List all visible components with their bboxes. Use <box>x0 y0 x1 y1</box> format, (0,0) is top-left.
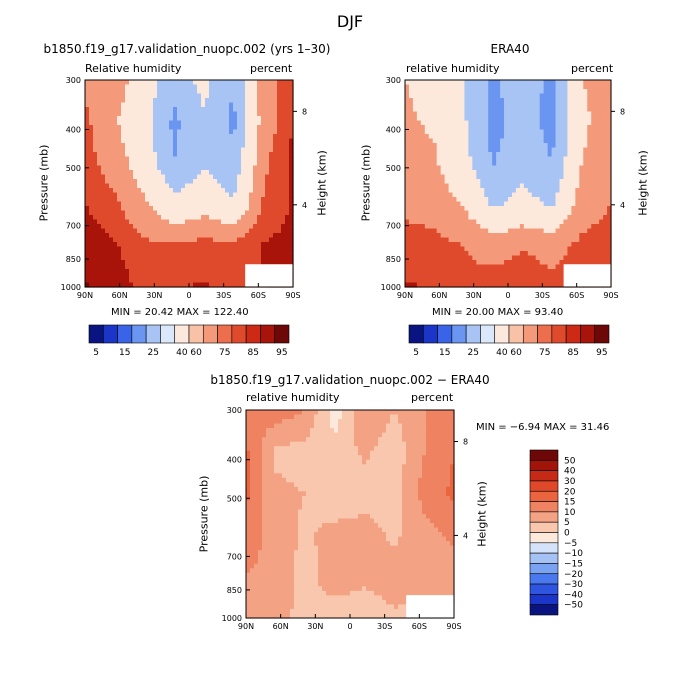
lat-tick-label-obs: 60N <box>431 291 447 300</box>
terrain-mask-obs <box>563 264 611 287</box>
p-tick-label-model: 300 <box>66 76 81 85</box>
lat-tick-label-diff: 30N <box>307 622 323 631</box>
lat-tick-label-model: 60S <box>251 291 266 300</box>
lat-tick-label-diff: 0 <box>347 622 352 631</box>
lat-tick-label-obs: 90N <box>397 291 413 300</box>
h-tick-label-model: 8 <box>302 107 307 116</box>
contour-field-diff <box>246 410 455 619</box>
p-tick-label-model: 700 <box>66 222 81 231</box>
p-tick-label-diff: 400 <box>227 456 242 465</box>
p-tick-label-model: 400 <box>66 125 81 134</box>
p-tick-label-diff: 1000 <box>222 614 242 623</box>
p-tick-label-diff: 700 <box>227 552 242 561</box>
contour-field-obs <box>405 80 612 288</box>
lat-tick-label-model: 30S <box>216 291 231 300</box>
panel-right-label-diff: percent <box>411 391 454 404</box>
panel-title-model: b1850.f19_g17.validation_nuopc.002 (yrs … <box>43 42 331 56</box>
lat-tick-label-obs: 30S <box>535 291 550 300</box>
lat-tick-label-model: 90N <box>77 291 93 300</box>
lat-tick-label-obs: 90S <box>603 291 618 300</box>
p-tick-label-obs: 400 <box>386 125 401 134</box>
min-max-diff: MIN = −6.94 MAX = 31.46 <box>476 422 610 433</box>
lat-tick-label-diff: 90S <box>446 622 461 631</box>
super-title: DJF <box>336 12 364 31</box>
p-tick-label-diff: 850 <box>227 586 242 595</box>
panel-title-diff: b1850.f19_g17.validation_nuopc.002 − ERA… <box>210 373 490 387</box>
lat-tick-label-diff: 60S <box>412 622 427 631</box>
panel-right-label-obs: percent <box>571 62 614 75</box>
min-max-obs: MIN = 20.00 MAX = 93.40 <box>432 307 564 318</box>
h-tick-label-diff: 4 <box>463 531 468 540</box>
terrain-mask-diff <box>406 595 454 618</box>
h-tick-label-diff: 8 <box>463 437 468 446</box>
lat-tick-label-model: 30N <box>146 291 162 300</box>
lat-tick-label-obs: 0 <box>505 291 510 300</box>
h-tick-label-model: 4 <box>302 201 307 210</box>
p-tick-label-obs: 700 <box>386 222 401 231</box>
h-tick-label-obs: 8 <box>620 107 625 116</box>
lat-tick-label-diff: 30S <box>377 622 392 631</box>
lat-tick-label-obs: 30N <box>466 291 482 300</box>
panel-left-label-model: Relative humidity <box>85 62 182 75</box>
p-tick-label-obs: 1000 <box>381 283 401 292</box>
p-tick-label-obs: 500 <box>386 164 401 173</box>
lat-tick-label-model: 0 <box>186 291 191 300</box>
panel-left-label-obs: relative humidity <box>406 62 500 75</box>
panel-title-obs: ERA40 <box>490 42 530 56</box>
min-max-model: MIN = 20.42 MAX = 122.40 <box>111 307 249 318</box>
contour-field-model <box>85 80 294 288</box>
terrain-mask-model <box>245 264 293 287</box>
p-tick-label-model: 1000 <box>61 283 81 292</box>
panel-right-label-model: percent <box>250 62 293 75</box>
p-tick-label-diff: 500 <box>227 494 242 503</box>
lat-tick-label-model: 90S <box>285 291 300 300</box>
h-tick-label-obs: 4 <box>620 201 625 210</box>
p-tick-label-diff: 300 <box>227 406 242 415</box>
p-tick-label-model: 850 <box>66 255 81 264</box>
lat-tick-label-diff: 90N <box>238 622 254 631</box>
panel-left-label-diff: relative humidity <box>246 391 340 404</box>
lat-tick-label-obs: 60S <box>569 291 584 300</box>
p-tick-label-model: 500 <box>66 164 81 173</box>
p-tick-label-obs: 300 <box>386 76 401 85</box>
p-tick-label-obs: 850 <box>386 255 401 264</box>
lat-tick-label-model: 60N <box>112 291 128 300</box>
lat-tick-label-diff: 60N <box>273 622 289 631</box>
